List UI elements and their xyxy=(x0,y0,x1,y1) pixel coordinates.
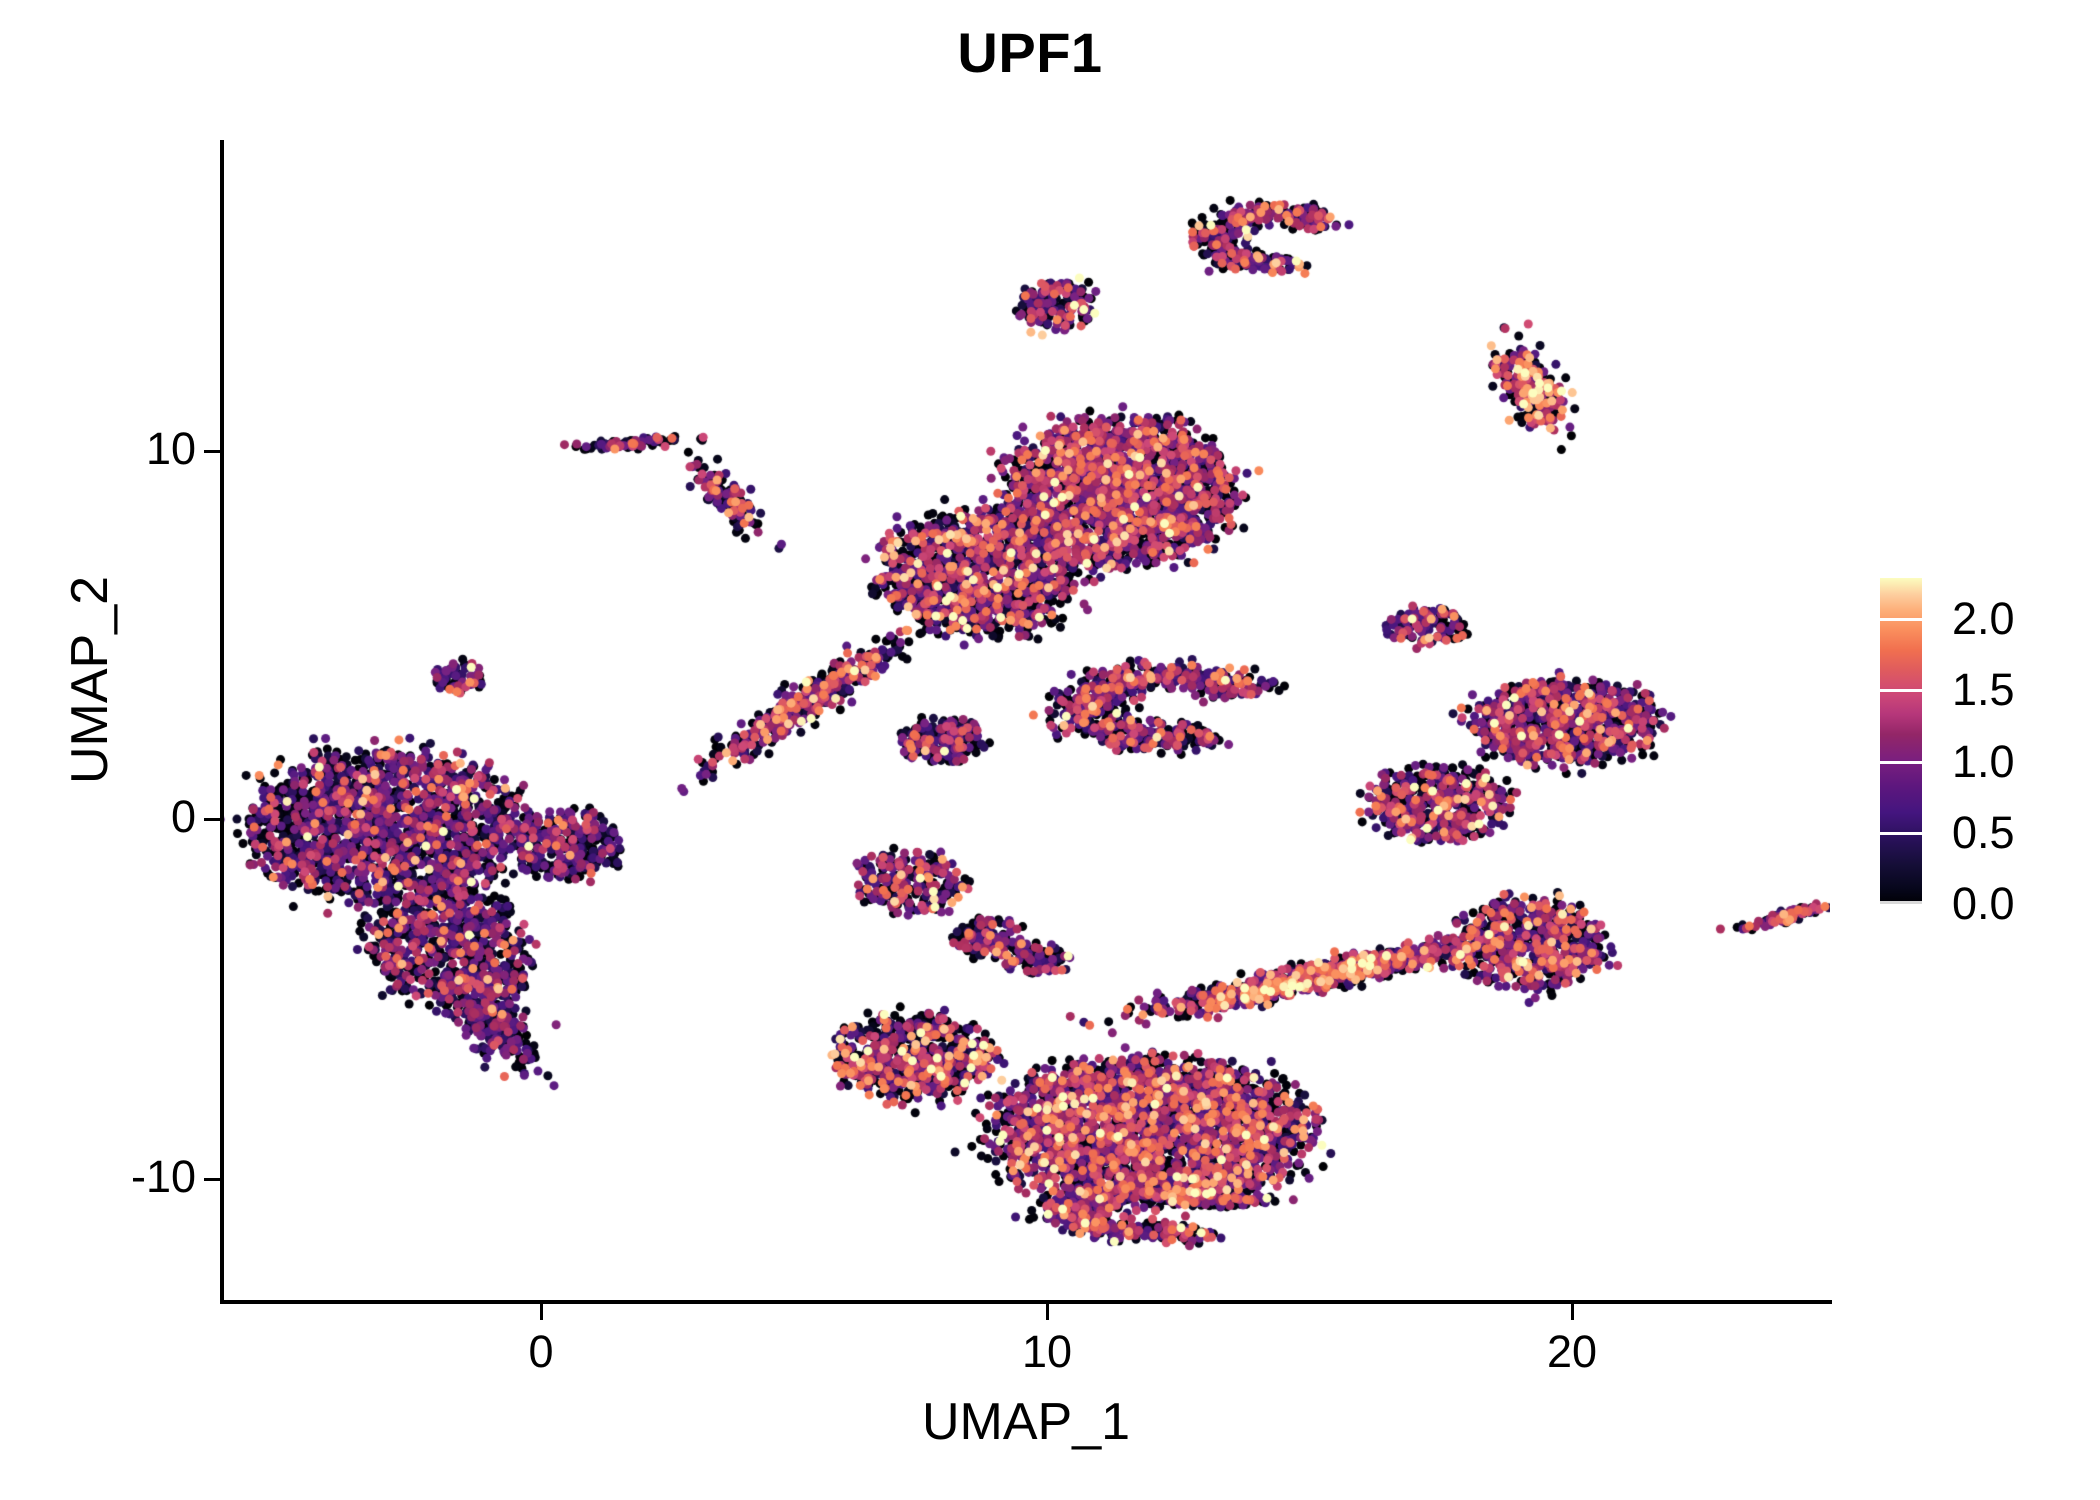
x-tick-mark-10 xyxy=(1046,1304,1049,1320)
colorbar-label-1: 1.0 xyxy=(1952,736,2015,787)
colorbar-gradient xyxy=(1880,578,1922,904)
y-tick-label-0: 0 xyxy=(170,791,196,842)
colorbar-tick-2 xyxy=(1880,618,1922,621)
colorbar-tick-1p5 xyxy=(1880,689,1922,692)
colorbar-tick-0p5 xyxy=(1880,832,1922,835)
y-axis-line xyxy=(220,140,224,1304)
colorbar-label-2: 2.0 xyxy=(1952,593,2015,644)
colorbar-tick-0 xyxy=(1880,901,1922,904)
y-axis-title: UMAP_2 xyxy=(61,575,119,785)
x-axis-line xyxy=(220,1300,1832,1304)
plot-panel xyxy=(222,142,1830,1302)
x-tick-label-20: 20 xyxy=(1546,1326,1598,1377)
colorbar-label-0: 0.0 xyxy=(1952,878,2015,929)
y-tick-mark-neg10 xyxy=(204,1178,220,1181)
y-tick-mark-0 xyxy=(204,818,220,821)
colorbar-label-0p5: 0.5 xyxy=(1952,807,2015,858)
x-tick-mark-0 xyxy=(540,1304,543,1320)
x-tick-mark-20 xyxy=(1571,1304,1574,1320)
page-title: UPF1 xyxy=(957,21,1103,84)
y-tick-mark-10 xyxy=(204,450,220,453)
x-axis-title: UMAP_1 xyxy=(921,1393,1131,1451)
y-tick-label-10: 10 xyxy=(145,423,196,474)
y-tick-label-neg10: -10 xyxy=(130,1151,196,1202)
colorbar-tick-1 xyxy=(1880,761,1922,764)
color-legend: 2.0 1.5 1.0 0.5 0.0 xyxy=(1880,578,2080,926)
colorbar-label-1p5: 1.5 xyxy=(1952,664,2015,715)
x-tick-label-0: 0 xyxy=(528,1326,554,1377)
x-tick-label-10: 10 xyxy=(1021,1326,1073,1377)
scatter-plot-canvas xyxy=(222,142,1830,1302)
